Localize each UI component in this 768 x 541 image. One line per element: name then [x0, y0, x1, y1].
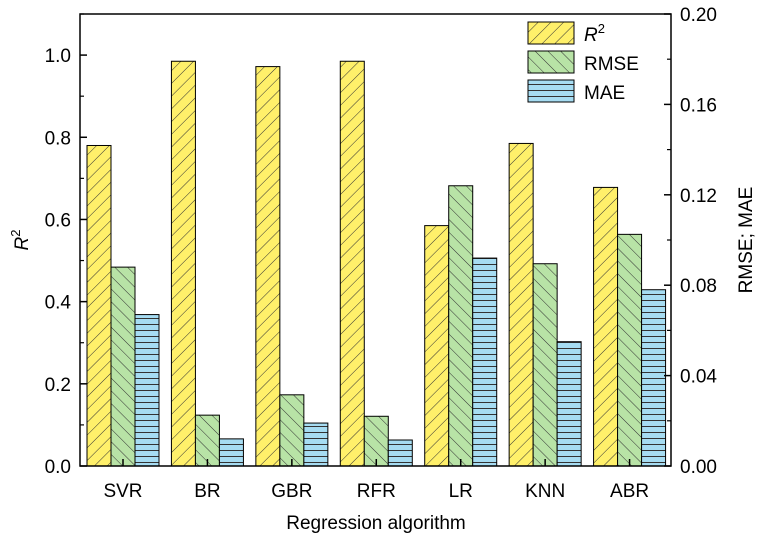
bar-r-gbr [255, 66, 281, 467]
right-axis: 0.00 0.04 0.08 0.12 0.16 0.20 [664, 5, 717, 478]
x-tick-label: SVR [103, 481, 142, 502]
x-tick-label: ABR [610, 481, 649, 502]
left-tick-label: 0.4 [45, 293, 72, 314]
bar-r-knn [508, 142, 534, 467]
bar-mae-svr [134, 314, 160, 467]
y-axis-title-left-sup: 2 [8, 230, 23, 237]
bar-rmse-knn [532, 263, 558, 467]
y-axis-title-left: R2 [8, 230, 33, 251]
left-tick-label: 0.6 [45, 210, 71, 231]
y-axis-title-right: RMSE; MAE [736, 187, 757, 294]
y-axis-title-left-main: R [12, 236, 33, 250]
bar-r-svr [86, 144, 112, 467]
right-tick-label: 0.16 [680, 95, 717, 116]
x-tick-label: BR [194, 481, 220, 502]
left-tick-label: 1.0 [45, 46, 71, 67]
bars-group [86, 60, 667, 467]
bar-rmse-rfr [363, 415, 389, 467]
bar-r-rfr [339, 60, 365, 467]
bar-mae-abr [641, 289, 667, 467]
legend-label-mae: MAE [584, 83, 625, 104]
x-tick-label: KNN [525, 481, 565, 502]
bar-r-br [170, 60, 196, 467]
x-tick-label: GBR [271, 481, 312, 502]
right-tick-label: 0.20 [680, 5, 717, 26]
bar-mae-gbr [303, 422, 329, 467]
left-axis: 0.0 0.2 0.4 0.6 0.8 1.0 [45, 13, 87, 478]
bar-r-abr [593, 186, 619, 467]
bar-rmse-svr [110, 266, 136, 467]
bar-mae-knn [556, 341, 582, 467]
bar-mae-lr [472, 257, 498, 467]
bar-r-lr [424, 225, 450, 467]
plot-frame [79, 13, 672, 467]
legend: R2 RMSE MAE [527, 21, 639, 104]
legend-swatch-mae [527, 79, 575, 103]
right-tick-label: 0.12 [680, 186, 717, 207]
left-tick-label: 0.0 [45, 457, 71, 478]
bar-rmse-lr [448, 185, 474, 467]
x-tick-label: LR [449, 481, 473, 502]
left-tick-label: 0.8 [45, 128, 71, 149]
x-axis-title: Regression algorithm [286, 513, 466, 534]
bar-rmse-br [194, 414, 220, 467]
x-tick-label: RFR [357, 481, 396, 502]
legend-label-rmse: RMSE [584, 54, 639, 75]
right-tick-label: 0.00 [680, 457, 717, 478]
right-tick-label: 0.04 [680, 367, 717, 388]
bar-rmse-gbr [279, 394, 305, 467]
legend-label-r: R2 [584, 21, 605, 46]
bar-mae-br [218, 438, 244, 467]
left-tick-label: 0.2 [45, 375, 71, 396]
x-axis: SVR BR GBR RFR LR KNN ABR [103, 459, 649, 502]
right-tick-label: 0.08 [680, 276, 717, 297]
legend-swatch-rmse [527, 50, 575, 74]
bar-rmse-abr [617, 233, 643, 467]
legend-swatch-r [527, 21, 575, 45]
bar-mae-rfr [387, 439, 413, 467]
